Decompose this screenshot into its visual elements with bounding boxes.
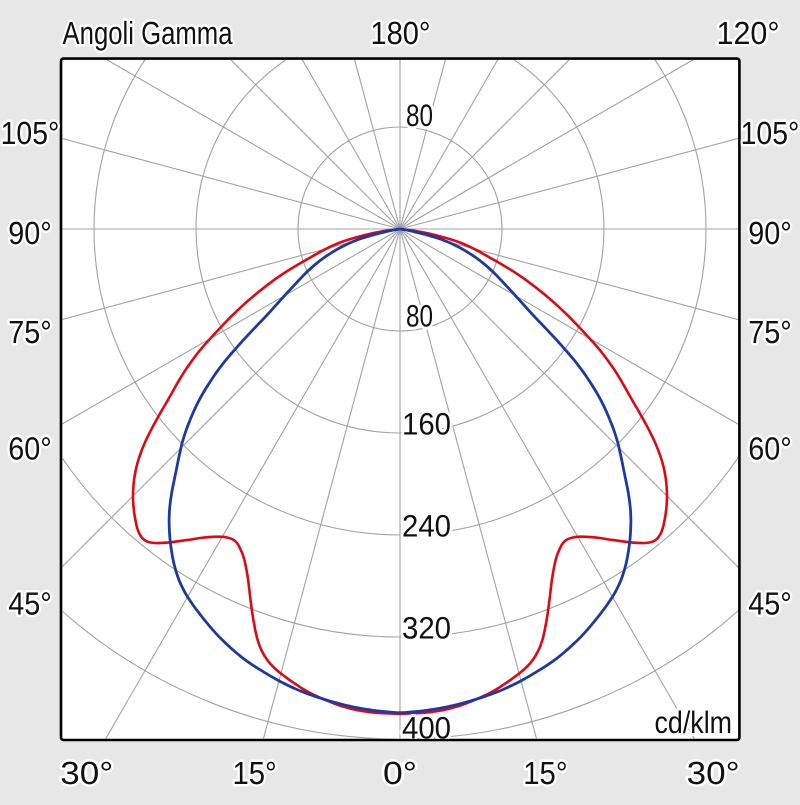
svg-text:30°: 30° [687,755,740,791]
svg-text:75°: 75° [748,314,792,350]
svg-text:60°: 60° [8,431,52,467]
svg-text:180°: 180° [371,15,431,51]
svg-text:90°: 90° [748,215,792,251]
svg-text:30°: 30° [60,755,113,791]
svg-text:90°: 90° [8,215,52,251]
svg-text:15°: 15° [523,755,567,791]
svg-text:80: 80 [406,98,433,133]
svg-text:75°: 75° [8,314,52,350]
svg-text:45°: 45° [8,585,52,621]
svg-text:60°: 60° [748,431,792,467]
svg-text:400: 400 [402,711,451,746]
svg-text:320: 320 [402,611,451,646]
svg-text:45°: 45° [748,585,792,621]
svg-text:120°: 120° [717,15,780,51]
svg-text:15°: 15° [232,755,276,791]
svg-text:105°: 105° [741,115,800,151]
svg-text:240: 240 [402,509,451,544]
svg-text:80: 80 [406,299,433,334]
svg-text:Angoli Gamma: Angoli Gamma [63,15,233,51]
svg-text:cd/klm: cd/klm [655,705,733,740]
svg-text:0°: 0° [383,755,417,791]
svg-text:105°: 105° [1,115,60,151]
svg-text:160: 160 [402,407,451,442]
